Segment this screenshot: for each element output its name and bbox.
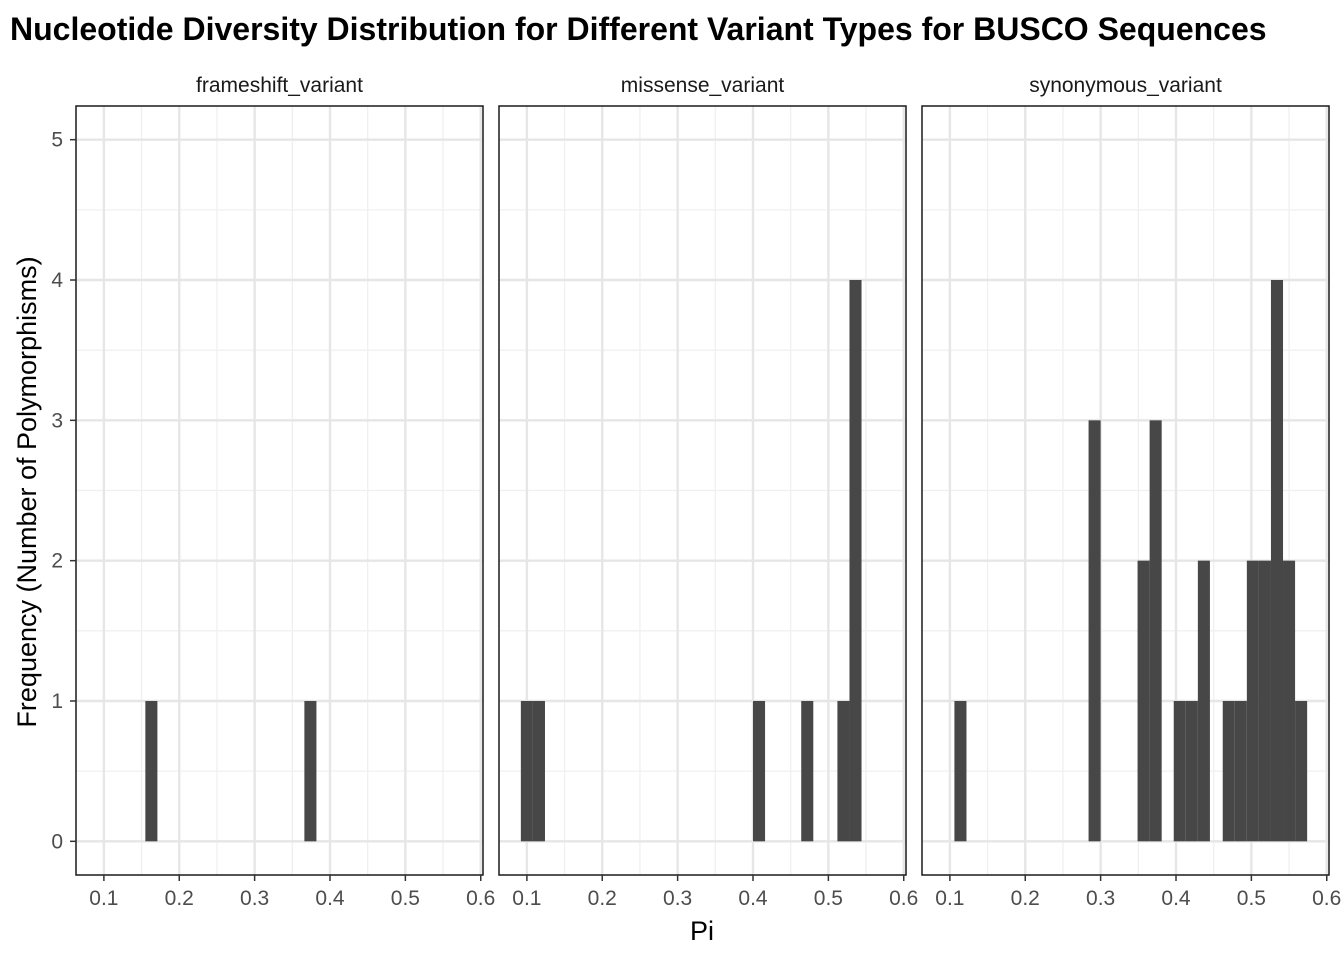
histogram-bar <box>1197 560 1210 842</box>
histogram-bar <box>520 700 533 842</box>
y-axis-title: Frequency (Number of Polymorphisms) <box>12 256 42 727</box>
minor-gridlines <box>76 106 483 875</box>
x-tick-label: 0.5 <box>1237 887 1266 910</box>
histogram-bar <box>145 700 158 842</box>
panel-border <box>75 105 484 876</box>
y-tick-label: 1 <box>51 690 63 713</box>
histogram-bar <box>1222 700 1235 842</box>
x-tick-label: 0.3 <box>240 887 269 910</box>
histogram-bar <box>849 280 862 842</box>
y-tick-label: 3 <box>51 409 63 432</box>
histogram-bar <box>1234 700 1247 842</box>
facet-panel-missense_variant: missense_variant 0.1 0.2 0.3 0.4 0.5 0.6 <box>498 74 918 910</box>
x-tick-label: 0.2 <box>1011 887 1040 910</box>
facet-strip-label: missense_variant <box>621 74 785 97</box>
facet-strip-label: synonymous_variant <box>1029 74 1222 97</box>
y-axis: 0 1 2 3 4 5 <box>51 129 76 853</box>
histogram-bars <box>954 280 1308 842</box>
histogram-bars <box>145 700 317 842</box>
histogram-bar <box>1088 420 1101 842</box>
y-tick-label: 0 <box>51 830 63 853</box>
histogram-bar <box>801 700 814 842</box>
x-tick-label: 0.2 <box>588 887 617 910</box>
histogram-bar <box>1270 280 1284 842</box>
histogram-bar <box>1246 560 1259 842</box>
histogram-bar <box>837 700 850 842</box>
histogram-bar <box>1137 560 1150 842</box>
x-axis-ticks: 0.1 0.2 0.3 0.4 0.5 0.6 <box>935 875 1341 910</box>
facet-panel-frameshift_variant: frameshift_variant 0.1 0.2 0.3 0.4 0.5 0.6 <box>75 74 495 910</box>
y-tick-label: 5 <box>51 129 63 152</box>
histogram-bar <box>1258 560 1271 842</box>
x-tick-label: 0.1 <box>89 887 118 910</box>
x-tick-label: 0.6 <box>1312 887 1341 910</box>
chart-title: Nucleotide Diversity Distribution for Di… <box>10 11 1267 47</box>
histogram-bar <box>1149 420 1162 842</box>
major-gridlines <box>76 106 483 875</box>
facet-strip-label: frameshift_variant <box>196 74 363 97</box>
y-tick-label: 4 <box>51 269 63 292</box>
x-axis-ticks: 0.1 0.2 0.3 0.4 0.5 0.6 <box>89 875 495 910</box>
x-tick-label: 0.3 <box>663 887 692 910</box>
x-tick-label: 0.6 <box>466 887 495 910</box>
x-tick-label: 0.6 <box>889 887 918 910</box>
x-tick-label: 0.5 <box>391 887 420 910</box>
histogram-bar <box>1295 700 1308 842</box>
x-tick-label: 0.4 <box>1161 887 1191 910</box>
x-tick-label: 0.5 <box>814 887 843 910</box>
x-tick-label: 0.4 <box>315 887 345 910</box>
x-tick-label: 0.3 <box>1086 887 1115 910</box>
y-tick-label: 2 <box>51 550 63 573</box>
panel-border <box>498 105 907 876</box>
histogram-bar <box>1185 700 1198 842</box>
x-axis-title: Pi <box>690 916 714 946</box>
histogram-bar <box>1283 560 1296 842</box>
x-tick-label: 0.4 <box>738 887 768 910</box>
minor-gridlines <box>499 106 906 875</box>
x-tick-label: 0.2 <box>165 887 194 910</box>
histogram-bar <box>532 700 545 842</box>
panel-border <box>921 105 1330 876</box>
histogram-bar <box>752 700 766 842</box>
x-tick-label: 0.1 <box>512 887 541 910</box>
histogram-bar <box>1173 700 1186 842</box>
x-axis-ticks: 0.1 0.2 0.3 0.4 0.5 0.6 <box>512 875 918 910</box>
histogram-bar <box>304 700 317 842</box>
histogram-bar <box>954 700 967 842</box>
histogram-bars <box>520 280 862 842</box>
facet-panel-synonymous_variant: synonymous_variant 0.1 0.2 0.3 0.4 0.5 0.6 <box>921 74 1341 910</box>
x-tick-label: 0.1 <box>935 887 964 910</box>
